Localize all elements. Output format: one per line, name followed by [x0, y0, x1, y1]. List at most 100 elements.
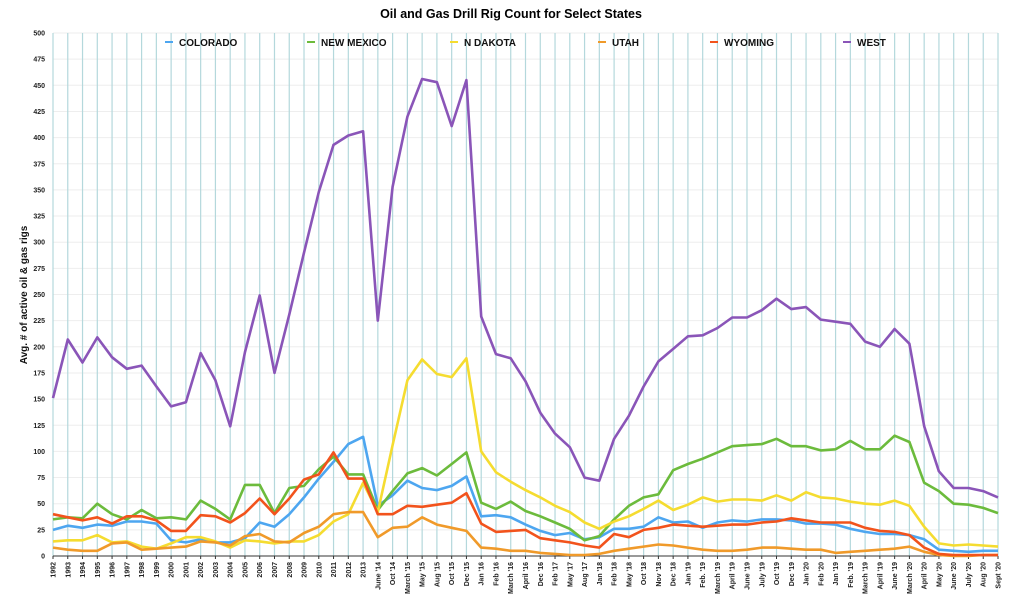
legend-item: UTAH	[598, 38, 639, 49]
legend-item: WYOMING	[710, 38, 774, 49]
x-tick-label: April '19	[877, 562, 884, 589]
x-tick-label: Feb. '19	[700, 562, 707, 588]
x-tick-label: Aug '15	[434, 562, 441, 587]
x-tick-label: Oct '18	[641, 562, 648, 585]
y-tick-label: 225	[33, 318, 45, 325]
series-group	[51, 77, 999, 558]
x-tick-label: Aug '17	[582, 562, 589, 587]
x-tick-label: March '19	[715, 562, 722, 594]
y-tick-label: 200	[33, 344, 45, 351]
y-tick-label: 425	[33, 109, 45, 116]
legend-label: WYOMING	[724, 38, 774, 49]
legend-item: N DAKOTA	[450, 38, 516, 49]
x-tick-label: June '19	[744, 562, 751, 590]
x-tick-label: 2003	[213, 562, 220, 578]
x-tick-label: 2010	[316, 562, 323, 578]
legend-item: NEW MEXICO	[307, 38, 387, 49]
legend-label: COLORADO	[179, 38, 238, 49]
x-tick-label: 1996	[110, 562, 117, 578]
y-tick-label: 300	[33, 240, 45, 247]
x-tick-label: April '20	[922, 562, 929, 589]
x-axis-ticks: 1992 1993 1994 1995 1996 1997 1998 1999 2000 2001…	[51, 556, 1003, 594]
series-line-n-dakota	[52, 356, 999, 551]
x-tick-label: Feb '20	[818, 562, 825, 586]
y-tick-label: 0	[41, 554, 45, 561]
y-tick-label: 350	[33, 187, 45, 194]
legend-item: COLORADO	[165, 38, 238, 49]
x-tick-label: 1992	[51, 562, 58, 578]
x-tick-label: Aug '20	[981, 562, 988, 587]
x-tick-label: Nov '18	[656, 562, 663, 587]
grid	[52, 32, 999, 557]
x-tick-label: 2013	[361, 562, 368, 578]
x-tick-label: March '20	[907, 562, 914, 594]
y-tick-label: 400	[33, 135, 45, 142]
x-tick-label: Dec '18	[671, 562, 678, 586]
x-tick-label: Oct '19	[774, 562, 781, 585]
series-line-utah	[52, 510, 998, 558]
x-tick-label: Jan '18	[597, 562, 604, 586]
x-tick-label: Jan '16	[479, 562, 486, 586]
y-tick-label: 125	[33, 423, 45, 430]
y-tick-label: 25	[37, 527, 45, 534]
x-tick-label: Oct '14	[390, 562, 397, 585]
x-tick-label: 2007	[272, 562, 279, 578]
y-tick-label: 175	[33, 370, 45, 377]
x-tick-label: Jan '20	[804, 562, 811, 586]
x-tick-label: 2011	[331, 562, 338, 577]
y-tick-label: 250	[33, 292, 45, 299]
y-axis-ticks: 0 25 50 75 100 125 150 175 200 225 250 275 300 325 350…	[33, 31, 45, 561]
x-tick-label: 2005	[242, 562, 249, 578]
x-tick-label: June '14	[375, 562, 382, 590]
legend-item: WEST	[843, 38, 886, 49]
x-tick-label: May '20	[936, 562, 943, 587]
y-tick-label: 50	[37, 501, 45, 508]
x-tick-label: 1993	[65, 562, 72, 578]
chart-title: Oil and Gas Drill Rig Count for Select S…	[380, 7, 642, 21]
x-tick-label: 1997	[124, 562, 131, 578]
x-tick-label: July '20	[966, 562, 973, 588]
y-tick-label: 100	[33, 449, 45, 456]
x-tick-label: Oct '15	[449, 562, 456, 585]
x-tick-label: April '16	[523, 562, 530, 589]
x-tick-label: Dec '16	[538, 562, 545, 586]
y-tick-label: 75	[37, 475, 45, 482]
legend-label: WEST	[857, 38, 886, 49]
y-tick-label: 500	[33, 31, 45, 38]
x-tick-label: June '20	[951, 562, 958, 590]
y-axis-label: Avg. # of active oil & gas rigs	[19, 225, 30, 364]
legend-label: N DAKOTA	[464, 38, 516, 49]
x-tick-label: Dec '19	[789, 562, 796, 586]
y-tick-label: 325	[33, 214, 45, 221]
x-tick-label: Feb '17	[553, 562, 560, 586]
x-tick-label: Feb '18	[612, 562, 619, 586]
x-tick-label: 2008	[287, 562, 294, 578]
x-tick-label: Dec '15	[464, 562, 471, 586]
x-tick-label: March '15	[405, 562, 412, 594]
legend: COLORADO NEW MEXICO N DAKOTA UTAH WYOMING WES…	[165, 38, 886, 49]
y-tick-label: 150	[33, 397, 45, 404]
legend-label: UTAH	[612, 38, 639, 49]
series-line-wyoming	[52, 451, 998, 557]
y-tick-label: 450	[33, 83, 45, 90]
x-tick-label: 1995	[95, 562, 102, 578]
legend-label: NEW MEXICO	[321, 38, 387, 49]
x-tick-label: March '19	[863, 562, 870, 594]
x-tick-label: Feb. '19	[848, 562, 855, 588]
x-tick-label: 2006	[257, 562, 264, 578]
series-line-new-mexico	[52, 434, 999, 542]
x-tick-label: Feb '16	[493, 562, 500, 586]
x-tick-label: 2004	[228, 562, 235, 578]
y-tick-label: 275	[33, 266, 45, 273]
x-tick-label: 2002	[198, 562, 205, 578]
x-tick-label: Jan '19	[685, 562, 692, 586]
series-line-west	[51, 77, 999, 499]
x-tick-label: Sept '20	[996, 562, 1003, 589]
x-tick-label: April '19	[730, 562, 737, 589]
x-tick-label: 2000	[169, 562, 176, 578]
x-tick-label: March '16	[508, 562, 515, 594]
x-tick-label: June '19	[892, 562, 899, 590]
x-tick-label: 2012	[346, 562, 353, 578]
y-tick-label: 475	[33, 57, 45, 64]
